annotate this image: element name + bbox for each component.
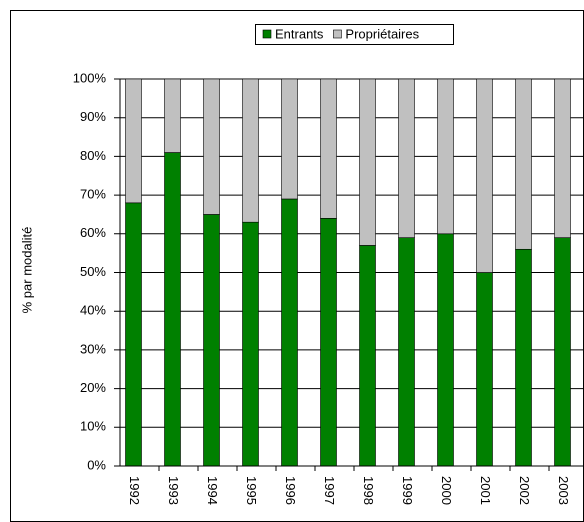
bar-segment bbox=[359, 245, 376, 467]
y-tick-label: 20% bbox=[80, 380, 106, 395]
y-tick-label: 80% bbox=[80, 148, 106, 163]
legend-label: Entrants bbox=[275, 26, 324, 41]
legend-label: Propriétaires bbox=[345, 26, 419, 41]
x-tick-label: 1999 bbox=[400, 476, 415, 505]
bar-segment bbox=[203, 78, 220, 215]
x-tick-label: 1997 bbox=[322, 476, 337, 505]
y-tick-label: 70% bbox=[80, 187, 106, 202]
bar-segment bbox=[242, 78, 259, 223]
y-tick-label: 90% bbox=[80, 109, 106, 124]
x-tick-label: 1994 bbox=[205, 476, 220, 505]
x-tick-label: 2002 bbox=[517, 476, 532, 505]
y-tick-label: 100% bbox=[73, 70, 107, 85]
y-tick-label: 30% bbox=[80, 341, 106, 356]
bar-segment bbox=[320, 78, 337, 219]
bar-segment bbox=[554, 78, 571, 238]
bar-segment bbox=[515, 248, 532, 467]
x-tick-label: 1995 bbox=[244, 476, 259, 505]
bar-segment bbox=[281, 78, 298, 200]
y-tick-label: 10% bbox=[80, 419, 106, 434]
x-tick-label: 1993 bbox=[166, 476, 181, 505]
x-tick-label: 2001 bbox=[478, 476, 493, 505]
bar-segment bbox=[398, 78, 415, 238]
bar-segment bbox=[437, 78, 454, 235]
bar-segment bbox=[242, 221, 259, 467]
bar-segment bbox=[281, 198, 298, 467]
bar-segment bbox=[476, 272, 493, 467]
x-tick-label: 1998 bbox=[361, 476, 376, 505]
x-tick-label: 2003 bbox=[556, 476, 571, 505]
legend-box bbox=[255, 24, 454, 45]
bar-segment bbox=[203, 214, 220, 467]
bar-segment bbox=[359, 78, 376, 246]
bar-segment bbox=[125, 78, 142, 204]
x-tick-label: 1996 bbox=[283, 476, 298, 505]
bar-segment bbox=[164, 78, 181, 153]
y-tick-label: 60% bbox=[80, 225, 106, 240]
bar-segment bbox=[437, 233, 454, 467]
legend-swatch bbox=[333, 29, 342, 39]
legend-swatch bbox=[262, 29, 272, 39]
bar-segment bbox=[476, 78, 493, 273]
bar-segment bbox=[554, 237, 571, 467]
y-axis-label: % par modalité bbox=[19, 227, 34, 314]
y-tick-label: 50% bbox=[80, 264, 106, 279]
bar-segment bbox=[515, 78, 532, 250]
y-tick-label: 0% bbox=[87, 457, 106, 472]
bar-segment bbox=[398, 237, 415, 467]
bar-segment bbox=[320, 218, 337, 467]
x-tick-label: 2000 bbox=[439, 476, 454, 505]
x-tick-label: 1992 bbox=[127, 476, 142, 505]
y-tick-label: 40% bbox=[80, 303, 106, 318]
bar-segment bbox=[125, 202, 142, 467]
bar-segment bbox=[164, 152, 181, 467]
